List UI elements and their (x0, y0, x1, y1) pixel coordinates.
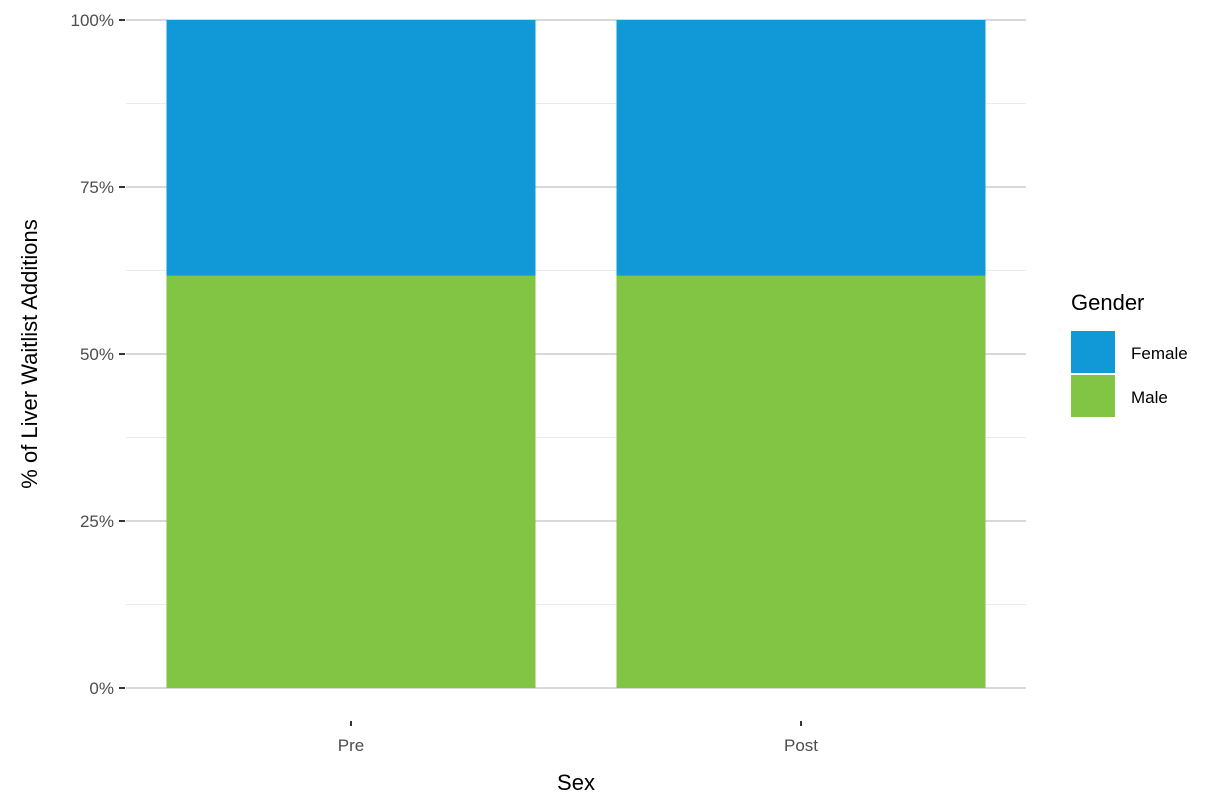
legend-title: Gender (1071, 290, 1144, 315)
bar-pre-male (166, 275, 536, 688)
bar-post-female (616, 20, 986, 276)
y-tick-label: 75% (80, 178, 114, 197)
y-tick-label: 50% (80, 345, 114, 364)
legend-key-male (1071, 375, 1115, 417)
legend-key-female (1071, 331, 1115, 373)
y-tick-label: 0% (89, 679, 114, 698)
y-tick-label: 100% (71, 11, 114, 30)
y-tick-label: 25% (80, 512, 114, 531)
y-axis: 0% 25% 50% 75% 100% (71, 11, 125, 698)
legend-label-female: Female (1131, 344, 1188, 363)
x-axis-title: Sex (557, 770, 595, 795)
legend: Gender Female Male (1071, 290, 1188, 417)
x-tick-label: Pre (338, 736, 364, 755)
bar-post-male (616, 275, 986, 688)
y-axis-title: % of Liver Waitlist Additions (17, 219, 42, 488)
bars (166, 20, 986, 688)
legend-label-male: Male (1131, 388, 1168, 407)
x-tick-label: Post (784, 736, 818, 755)
bar-pre-female (166, 20, 536, 276)
x-axis: Pre Post (338, 721, 818, 755)
